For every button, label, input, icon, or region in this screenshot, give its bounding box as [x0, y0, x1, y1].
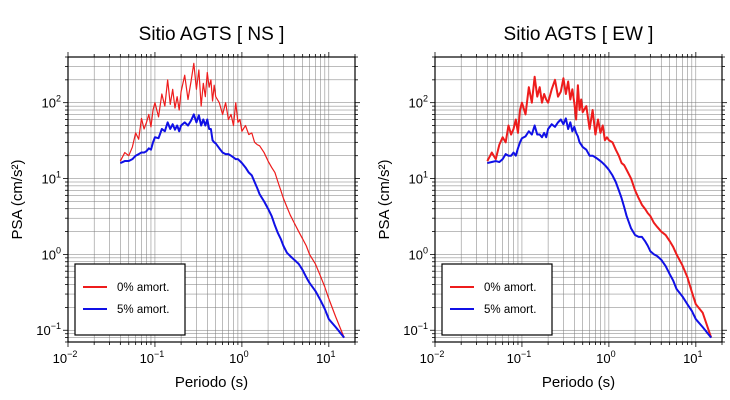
legend-entry: 5% amort.	[484, 304, 536, 316]
series-line-5pct	[119, 113, 345, 339]
y-tick-label: 101	[409, 170, 428, 187]
y-tick-label: 10−1	[36, 321, 61, 338]
y-tick-label: 102	[42, 94, 61, 111]
axis-ticks	[63, 52, 360, 347]
legend-entry: 0% amort.	[484, 282, 536, 294]
x-tick-label: 10−2	[420, 349, 445, 366]
x-tick-label: 101	[316, 349, 335, 366]
y-tick-label: 10−1	[403, 321, 428, 338]
legend: 0% amort. 5% amort.	[441, 263, 553, 336]
series-line-5pct	[487, 117, 712, 339]
y-tick-label: 100	[42, 245, 61, 262]
legend-entry: 0% amort.	[117, 282, 169, 294]
x-tick-label: 100	[229, 349, 248, 366]
series-line-0pct	[486, 75, 713, 338]
y-axis-label: PSA (cm/s²)	[9, 159, 26, 239]
plot-frame	[67, 56, 356, 343]
legend-entry: 5% amort.	[117, 304, 169, 316]
grid	[434, 56, 723, 343]
y-tick-label: 101	[42, 170, 61, 187]
series-line-0pct	[119, 62, 345, 338]
grid	[67, 56, 356, 343]
x-tick-label: 101	[683, 349, 702, 366]
plot-frame	[434, 56, 723, 343]
y-tick-label: 102	[409, 94, 428, 111]
chart-title: Sitio AGTS [ EW ]	[504, 24, 654, 45]
chart-ns: Sitio AGTS [ NS ] Periodo (s) PSA (cm/s²…	[9, 24, 360, 391]
x-tick-label: 10−1	[507, 349, 532, 366]
x-axis-label: Periodo (s)	[542, 374, 615, 391]
legend-box	[74, 263, 186, 336]
chart-title: Sitio AGTS [ NS ]	[139, 24, 285, 45]
x-tick-label: 10−1	[140, 349, 165, 366]
y-tick-label: 100	[409, 245, 428, 262]
legend: 0% amort. 5% amort.	[74, 263, 186, 336]
x-axis-label: Periodo (s)	[175, 374, 248, 391]
x-tick-label: 10−2	[53, 349, 78, 366]
y-axis-label: PSA (cm/s²)	[376, 159, 393, 239]
x-tick-label: 100	[596, 349, 615, 366]
chart-ew: Sitio AGTS [ EW ] Periodo (s) PSA (cm/s²…	[376, 24, 727, 391]
axis-ticks	[430, 52, 727, 347]
legend-box	[441, 263, 553, 336]
